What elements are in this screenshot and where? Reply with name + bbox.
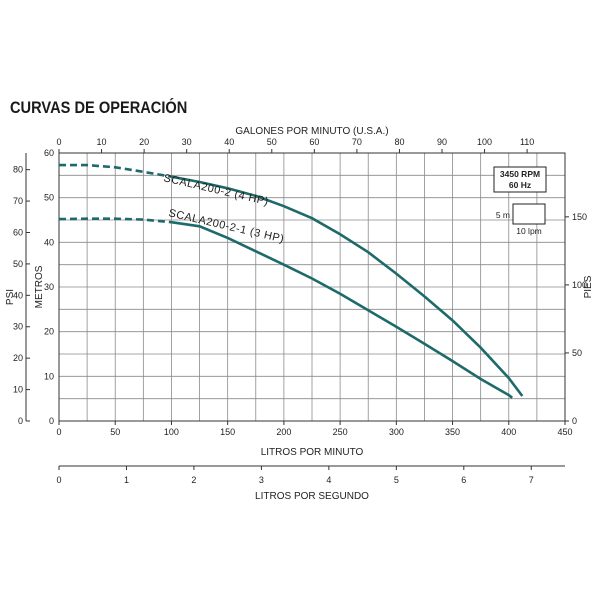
- y-psi-tick-label: 20: [13, 353, 23, 363]
- rpm-box: [493, 166, 547, 193]
- y-metros-tick-label: 0: [49, 416, 54, 426]
- x-top-tick-label: 90: [437, 137, 447, 147]
- x-lps-tick-label: 2: [191, 475, 196, 485]
- x-top-tick-label: 110: [520, 137, 534, 147]
- plot-frame-rect: [58, 152, 566, 422]
- y-psi-tick-label: 10: [13, 385, 23, 395]
- series-dashed-segment: [58, 217, 172, 224]
- y-metros-tick-label: 20: [44, 327, 54, 337]
- plot-frame: [58, 152, 566, 422]
- y-psi-tick-label: 30: [13, 322, 23, 332]
- x-tick-label: 150: [220, 427, 235, 437]
- x-tick-label: 250: [333, 427, 348, 437]
- y-pies-tick-label: 150: [572, 212, 587, 222]
- x-top-tick-label: 100: [477, 137, 492, 147]
- y-pies-axis-title: PIES: [583, 275, 594, 298]
- series-label: SCALA200-2 (4 HP): [162, 172, 269, 208]
- x-tick-label: 200: [276, 427, 291, 437]
- hz-label: 60 Hz: [509, 180, 531, 190]
- x-tick-label: 100: [164, 427, 179, 437]
- y-metros-tick-label: 60: [44, 148, 54, 158]
- x-lps-axis-title: LITROS POR SEGUNDO: [255, 491, 369, 502]
- x-top-tick-label: 20: [139, 137, 149, 147]
- y-pies-tick-label: 0: [572, 416, 577, 426]
- x-tick-label: 50: [110, 427, 120, 437]
- scale-legend-x-label: 10 lpm: [516, 226, 542, 236]
- rpm-label: 3450 RPM: [500, 169, 540, 179]
- y-metros-tick-label: 40: [44, 237, 54, 247]
- y-metros-tick-label: 30: [44, 282, 54, 292]
- x-top-tick-label: 50: [267, 137, 277, 147]
- chart-title: CURVAS DE OPERACIÓN: [10, 98, 188, 117]
- y-psi-tick-label: 60: [13, 227, 23, 237]
- x-axis-title: LITROS POR MINUTO: [261, 447, 364, 458]
- y-psi-tick-label: 50: [13, 259, 23, 269]
- x-top-tick-label: 0: [56, 137, 61, 147]
- x-lps-tick-label: 7: [529, 475, 534, 485]
- x-top-tick-label: 40: [224, 137, 234, 147]
- series-dashed-segment: [59, 163, 172, 178]
- y-psi-tick-label: 70: [13, 196, 23, 206]
- x-tick-label: 400: [501, 427, 516, 437]
- grid: [59, 153, 565, 421]
- y-metros-tick-label: 50: [44, 193, 54, 203]
- y-metros-axis-title: METROS: [34, 265, 45, 308]
- scale-legend-box: [512, 203, 546, 225]
- x-top-tick-label: 80: [394, 137, 404, 147]
- x-lps-tick-label: 3: [259, 475, 264, 485]
- y-metros-tick-label: 10: [44, 371, 54, 381]
- y-psi-tick-label: 40: [13, 290, 23, 300]
- x-tick-label: 350: [445, 427, 460, 437]
- x-lps-tick-label: 5: [394, 475, 399, 485]
- x-lps-tick-label: 6: [461, 475, 466, 485]
- x-top-tick-label: 30: [182, 137, 192, 147]
- x-tick-label: 0: [56, 427, 61, 437]
- scale-legend-y-label: 5 m: [496, 210, 510, 220]
- x-lps-tick-label: 4: [326, 475, 331, 485]
- series-label: SCALA200-2-1 (3 HP): [167, 207, 285, 245]
- x-top-tick-label: 70: [352, 137, 362, 147]
- x-tick-label: 450: [557, 427, 572, 437]
- y-pies-tick-label: 50: [572, 348, 582, 358]
- x-top-tick-label: 60: [309, 137, 319, 147]
- x-tick-label: 300: [389, 427, 404, 437]
- x-top-tick-label: 10: [97, 137, 107, 147]
- series-line: [171, 220, 514, 399]
- y-psi-tick-label: 80: [13, 165, 23, 175]
- series-line: [171, 175, 524, 397]
- x-lps-tick-label: 1: [124, 475, 129, 485]
- y-pies-tick-label: 100: [572, 280, 587, 290]
- y-psi-tick-label: 0: [18, 416, 23, 426]
- y-psi-axis-title: PSI: [5, 289, 16, 305]
- axis-labels: LITROS POR MINUTO GALONES POR MINUTO (U.S…: [5, 126, 594, 502]
- x-top-axis-title: GALONES POR MINUTO (U.S.A.): [235, 126, 388, 137]
- x-lps-tick-label: 0: [56, 475, 61, 485]
